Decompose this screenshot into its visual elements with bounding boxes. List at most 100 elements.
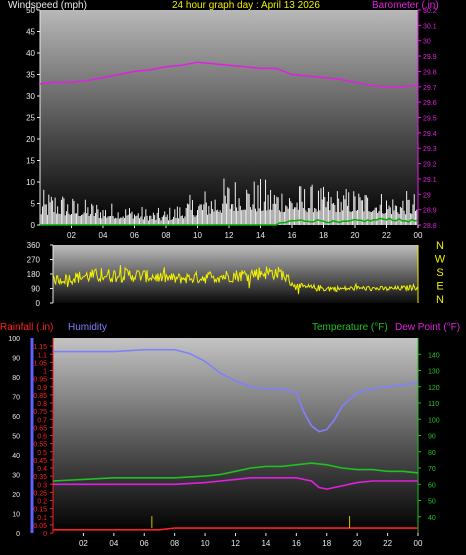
barometer-tick-label: 28.9	[423, 208, 437, 215]
windspeed-tick-label: 0	[31, 221, 36, 230]
direction-tick-label: 0	[36, 299, 41, 308]
temperature-tick-label: 130	[428, 369, 440, 376]
temperature-axis-title: Temperature (°F)	[312, 322, 388, 333]
temperature-tick-label: 90	[428, 434, 436, 441]
windspeed-tick-label: 40	[26, 49, 35, 58]
time-tick-label: 18	[319, 231, 328, 240]
rainfall-series	[53, 527, 418, 531]
humidity-tick-label: 100	[8, 336, 20, 343]
barometer-tick-label: 29.3	[423, 146, 437, 153]
temperature-tick-label: 140	[428, 352, 440, 359]
time-tick-label: 10	[193, 231, 202, 240]
rainfall-tick-label: 0.6	[37, 434, 47, 441]
rainfall-tick-label: 0.55	[33, 442, 47, 449]
rainfall-tick-label: 0.45	[33, 458, 47, 465]
compass-label: E	[436, 281, 443, 293]
rainfall-tick-label: 0.4	[37, 466, 47, 473]
rainfall-tick-label: 1.05	[33, 360, 47, 367]
temperature-tick-label: 110	[428, 401, 439, 408]
humidity-tick-label: 10	[12, 512, 20, 519]
humidity-tick-label: 70	[12, 395, 20, 402]
rainfall-tick-label: 0.25	[33, 490, 47, 497]
time-tick-label: 12	[225, 231, 234, 240]
barometer-tick-label: 29.8	[423, 69, 437, 76]
rainfall-tick-label: 0.3	[37, 482, 47, 489]
time-tick-label: 08	[170, 539, 179, 548]
compass-label: N	[436, 294, 444, 306]
temperature-tick-label: 70	[428, 466, 436, 473]
rainfall-tick-label: 0.7	[37, 417, 47, 424]
humidity-tick-label: 90	[12, 356, 20, 363]
time-tick-label: 06	[140, 539, 149, 548]
barometer-tick-label: 29.7	[423, 85, 437, 92]
windspeed-axis-title: Windspeed (mph)	[8, 0, 87, 11]
windspeed-tick-label: 10	[26, 178, 35, 187]
compass-label: S	[436, 267, 443, 279]
time-tick-label: 00	[414, 231, 423, 240]
time-tick-label: 22	[383, 539, 392, 548]
time-tick-label: 18	[322, 539, 331, 548]
temperature-series	[52, 462, 419, 482]
time-tick-label: 04	[109, 539, 118, 548]
barometer-tick-label: 29.9	[423, 54, 437, 61]
humidity-tick-label: 50	[12, 434, 20, 441]
direction-tick-label: 90	[31, 285, 40, 294]
time-tick-label: 20	[351, 231, 360, 240]
barometer-axis-title: Barometer (.in)	[372, 0, 439, 11]
rainfall-tick-label: 0.65	[33, 425, 47, 432]
humidity-tick-label: 0	[16, 531, 20, 538]
humidity-tick-label: 40	[12, 453, 20, 460]
direction-series	[52, 265, 419, 295]
windspeed-tick-label: 30	[26, 92, 35, 101]
time-tick-label: 10	[201, 539, 210, 548]
rainfall-tick-label: 0	[43, 531, 47, 538]
time-tick-label: 08	[162, 231, 171, 240]
rainfall-tick-label: 0.75	[33, 409, 47, 416]
time-tick-label: 06	[130, 231, 139, 240]
rainfall-tick-label: 0.5	[37, 450, 47, 457]
humidity-tick-label: 60	[12, 414, 20, 421]
windspeed-tick-label: 5	[31, 200, 36, 209]
time-tick-label: 22	[382, 231, 391, 240]
rainfall-tick-label: 0.2	[37, 499, 47, 506]
barometer-series	[39, 61, 419, 88]
windspeed-tick-label: 50	[26, 6, 35, 15]
windspeed-tick-label: 15	[26, 157, 35, 166]
windspeed-tick-label: 35	[26, 71, 35, 80]
barometer-tick-label: 29	[423, 192, 431, 199]
time-tick-label: 04	[99, 231, 108, 240]
compass-label: W	[435, 254, 446, 266]
rainfall-tick-label: 0.35	[33, 474, 47, 481]
time-tick-label: 12	[231, 539, 240, 548]
temperature-tick-label: 100	[428, 417, 440, 424]
barometer-tick-label: 30	[423, 39, 431, 46]
temperature-tick-label: 60	[428, 482, 436, 489]
rainfall-tick-label: 0.9	[37, 385, 47, 392]
rainfall-tick-label: 1.1	[37, 352, 47, 359]
temperature-tick-label: 120	[428, 385, 440, 392]
compass-label: N	[436, 240, 444, 252]
dewpoint-series	[53, 477, 418, 490]
humidity-tick-label: 30	[12, 473, 20, 480]
barometer-tick-label: 29.1	[423, 177, 437, 184]
temperature-tick-label: 50	[428, 499, 436, 506]
rainfall-tick-label: 1	[43, 369, 47, 376]
barometer-tick-label: 28.8	[423, 223, 437, 230]
barometer-tick-label: 29.4	[423, 131, 437, 138]
temperature-tick-label: 80	[428, 450, 436, 457]
rainfall-tick-label: 0.1	[37, 515, 47, 522]
rainfall-tick-label: 0.8	[37, 401, 47, 408]
rainfall-tick-label: 0.85	[33, 393, 47, 400]
windspeed-tick-label: 45	[26, 28, 35, 37]
rainfall-tick-label: 0.05	[33, 523, 47, 530]
rainfall-tick-label: 1.15	[33, 344, 47, 351]
barometer-tick-label: 29.2	[423, 162, 437, 169]
humidity-tick-label: 20	[12, 492, 20, 499]
dewpoint-axis-title: Dew Point (°F)	[395, 322, 461, 333]
barometer-tick-label: 30.1	[423, 23, 437, 30]
temperature-tick-label: 40	[428, 515, 436, 522]
time-tick-label: 02	[79, 539, 88, 548]
barometer-tick-label: 29.5	[423, 116, 437, 123]
